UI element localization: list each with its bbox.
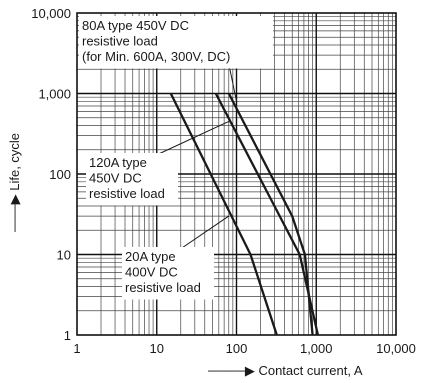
annotation-text: 400V DC xyxy=(125,265,178,280)
x-tick-label: 100 xyxy=(226,341,248,356)
annotation-text: 80A type 450V DC xyxy=(82,18,189,33)
series-s80-line xyxy=(214,92,320,336)
annotation-leader xyxy=(149,120,229,159)
annotation-text: 450V DC xyxy=(89,171,142,186)
annotation-text: (for Min. 600A, 300V, DC) xyxy=(82,49,230,64)
y-tick-label: 10 xyxy=(57,248,71,263)
y-tick-label: 1 xyxy=(64,328,71,343)
annotation-text: 20A type xyxy=(125,249,176,264)
series-s120-line xyxy=(227,92,314,336)
x-axis-title: ────▶ Contact current, A xyxy=(207,363,363,378)
annotation-backdrop xyxy=(79,16,273,69)
annotation-leader xyxy=(175,215,230,253)
annotation-backdrop xyxy=(86,153,178,206)
y-axis-title: ───▶ Life, cycle xyxy=(7,133,22,233)
plot-frame xyxy=(76,12,397,336)
y-tick-label: 10,000 xyxy=(31,6,71,21)
x-tick-label: 1 xyxy=(73,341,80,356)
annotation-text: 120A type xyxy=(89,155,147,170)
y-tick-label: 100 xyxy=(49,167,71,182)
x-tick-label: 1,000 xyxy=(300,341,333,356)
annotation-text: resistive load xyxy=(125,280,201,295)
y-tick-label: 1,000 xyxy=(38,87,71,102)
x-tick-label: 10,000 xyxy=(376,341,416,356)
annotation-backdrop xyxy=(122,247,214,300)
series-s20-line xyxy=(169,92,278,336)
x-tick-label: 10 xyxy=(150,341,164,356)
annotation-text: resistive load xyxy=(82,34,158,49)
annotation-text: resistive load xyxy=(89,186,165,201)
